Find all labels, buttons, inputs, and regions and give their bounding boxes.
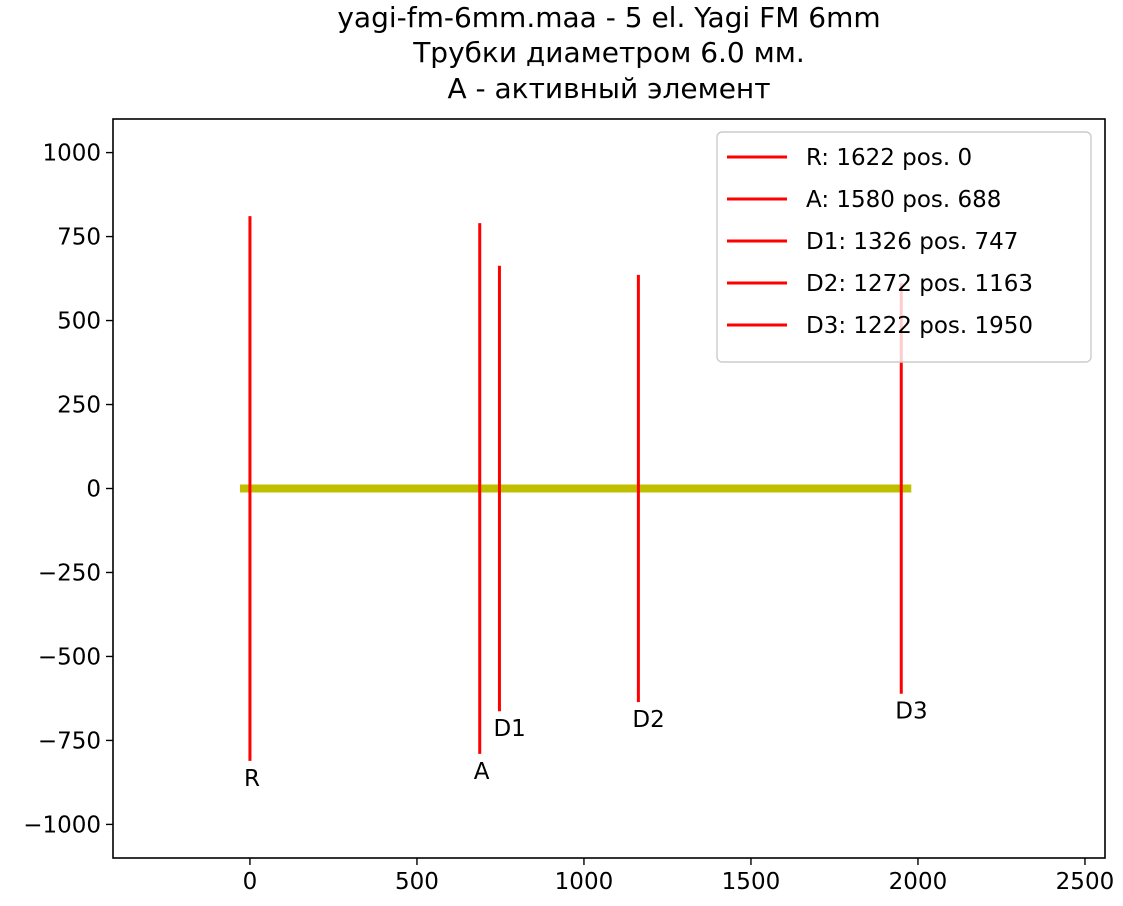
legend-entry: D1: 1326 pos. 747 [806,229,1018,255]
y-tick-label: −250 [38,560,101,586]
x-tick-label: 2000 [889,869,948,895]
x-tick-label: 1000 [555,869,614,895]
y-tick-label: −1000 [23,812,101,838]
element-label-r: R [244,766,260,792]
title-line-1: yagi-fm-6mm.maa - 5 el. Yagi FM 6mm [337,1,880,34]
element-label-d3: D3 [895,699,927,725]
element-label-d1: D1 [493,716,525,742]
axes: 0 500 1000 1500 2000 250010007505002500−250−5… [23,118,1115,895]
y-tick-label: 0 [86,477,101,503]
element-label-a: A [474,759,490,785]
x-tick-label: 1500 [722,869,781,895]
title-line-3: A - активный элемент [447,72,770,105]
x-tick-label: 0 [243,869,258,895]
y-tick-label: −500 [38,644,101,670]
y-tick-label: 1000 [42,141,101,167]
plot-area: R AD1 D2 D3 [239,216,928,792]
legend-entry: D3: 1222 pos. 1950 [806,313,1033,339]
legend: R: 1622 pos. 0 A: 1580 pos. 688 D1: 1326 p… [716,131,1092,363]
y-tick-label: 750 [57,225,101,251]
legend-entry: R: 1622 pos. 0 [806,145,972,171]
y-tick-label: 500 [57,309,101,335]
title-line-2: Трубки диаметром 6.0 мм. [412,36,805,69]
legend-entry: D2: 1272 pos. 1163 [806,271,1033,297]
legend-entry: A: 1580 pos. 688 [806,187,1001,213]
x-tick-label: 500 [395,869,439,895]
legend-box [716,131,1092,363]
y-tick-label: −750 [38,728,101,754]
element-label-d2: D2 [632,707,664,733]
x-tick-label: 2500 [1056,869,1115,895]
chart-title: yagi-fm-6mm.maa - 5 el. Yagi FM 6mm Труб… [337,1,880,105]
y-tick-label: 250 [57,393,101,419]
